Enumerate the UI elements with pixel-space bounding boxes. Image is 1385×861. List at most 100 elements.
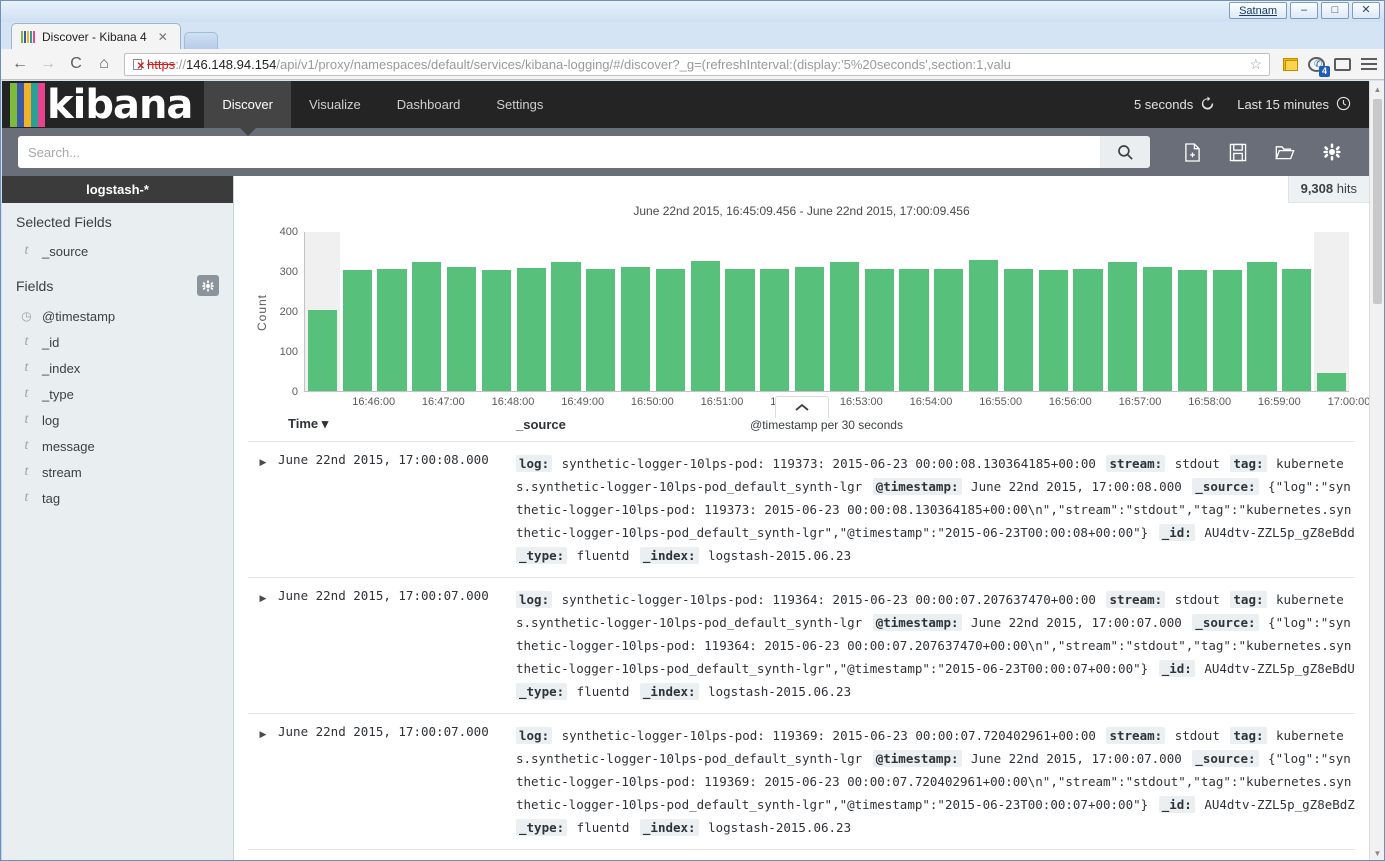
search-submit-button[interactable] [1100,136,1150,168]
chart-bar-slot[interactable] [757,232,792,391]
chart-bar-slot[interactable] [444,232,479,391]
chart-bar-slot[interactable] [827,232,862,391]
chart-bar[interactable] [899,268,929,391]
browser-menu-icon[interactable] [1359,55,1378,74]
back-button[interactable]: ← [12,55,28,72]
chart-bar-slot[interactable] [1105,232,1140,391]
scrollbar-down-arrow-icon[interactable]: ▼ [1373,848,1382,858]
chart-bar-slot[interactable] [305,232,340,391]
chart-bar[interactable] [1108,261,1138,391]
chart-bar[interactable] [690,261,720,391]
tab-close-icon[interactable]: ✕ [157,29,168,44]
collapse-chart-button[interactable] [774,396,829,418]
chart-bar-slot[interactable] [1314,232,1349,391]
tab-dashboard[interactable]: Dashboard [396,97,461,112]
chart-bar-slot[interactable] [479,232,514,391]
search-input[interactable] [18,136,1100,168]
chart-bar[interactable] [1247,261,1277,391]
chart-bar-slot[interactable] [1071,232,1106,391]
chart-bar[interactable] [377,268,407,391]
forward-button[interactable]: → [40,55,56,72]
table-row[interactable]: ▶ June 22nd 2015, 17:00:08.000 log: synthe… [248,441,1355,578]
chevron-right-icon[interactable]: ▶ [259,593,267,603]
chart-bar[interactable] [307,309,337,391]
sidebar-field-source[interactable]: t _source [2,238,233,264]
chart-bar[interactable] [1282,268,1312,391]
chart-bar[interactable] [342,269,372,391]
chart-bar-slot[interactable] [897,232,932,391]
chart-bar[interactable] [586,268,616,391]
chart-bar[interactable] [968,260,999,391]
chevron-right-icon[interactable]: ▶ [259,457,267,467]
chart-bar[interactable] [1003,268,1033,391]
sidebar-field-log[interactable]: t log [2,407,233,433]
chart-bar[interactable] [620,267,651,391]
insecure-certificate-icon[interactable]: ✕ [130,57,145,72]
scrollbar-thumb[interactable] [1373,99,1382,304]
chart-bar-slot[interactable] [653,232,688,391]
sort-descending-icon[interactable]: ▾ [321,416,329,431]
chart-bar-slot[interactable] [1210,232,1245,391]
expand-row-cell[interactable]: ▶ [248,713,278,850]
chart-bar-slot[interactable] [1140,232,1175,391]
chart-bar-slot[interactable] [723,232,758,391]
chart-bar-slot[interactable] [618,232,653,391]
th-time[interactable]: Time ▾ [278,408,516,442]
user-profile-button[interactable]: Satnam [1229,2,1287,19]
kibana-logo[interactable]: kibana [2,81,204,128]
time-picker-control[interactable]: Last 15 minutes [1237,96,1351,114]
chart-bar[interactable] [760,268,790,391]
chart-bar[interactable] [1212,270,1242,391]
tab-discover[interactable]: Discover [204,81,291,136]
open-folder-icon[interactable] [1275,144,1295,161]
chart-bar-slot[interactable] [931,232,966,391]
expand-row-cell[interactable]: ▶ [248,577,278,714]
chart-bar-slot[interactable] [688,232,723,391]
chart-bar[interactable] [481,269,511,391]
sidebar-field-timestamp[interactable]: ◷ @timestamp [2,304,233,329]
table-row[interactable]: ▶ June 22nd 2015, 17:00:07.000 log: synthe… [248,713,1355,850]
chart-bar[interactable] [934,268,964,391]
chart-bar[interactable] [864,269,894,391]
sidebar-field-stream[interactable]: t stream [2,459,233,485]
chart-bar[interactable] [446,266,477,391]
chat-extension-icon[interactable]: ✆ 4 [1307,55,1330,77]
index-pattern-selector[interactable]: logstash-* [2,176,233,203]
chart-bar-slot[interactable] [1175,232,1210,391]
chart-bar-slot[interactable] [549,232,584,391]
scrollbar-up-arrow-icon[interactable]: ▲ [1373,84,1382,94]
maximize-button[interactable]: □ [1321,2,1349,19]
chart-bar[interactable] [829,261,859,391]
sidebar-field-type[interactable]: t _type [2,381,233,407]
address-bar[interactable]: ✕ https://146.148.94.154/api/v1/proxy/na… [124,52,1270,76]
chart-bar[interactable] [655,268,685,391]
fields-settings-gear-icon[interactable] [197,275,219,296]
expand-row-cell[interactable]: ▶ [248,441,278,578]
chart-bar-slot[interactable] [862,232,897,391]
chart-bar-slot[interactable] [340,232,375,391]
chart-bar-slot[interactable] [792,232,827,391]
sidebar-field-tag[interactable]: t tag [2,485,233,511]
minimize-button[interactable]: – [1290,2,1318,19]
chevron-right-icon[interactable]: ▶ [259,729,267,739]
tab-visualize[interactable]: Visualize [308,97,361,112]
chart-bar-slot[interactable] [514,232,549,391]
chart-bar[interactable] [1073,268,1103,391]
chart-bar[interactable] [794,267,825,391]
chart-bar-slot[interactable] [1001,232,1036,391]
browser-tab[interactable]: Discover - Kibana 4 ✕ [11,23,181,49]
close-button[interactable]: ✕ [1352,2,1380,19]
cast-extension-icon[interactable] [1333,55,1352,74]
chart-bar-slot[interactable] [1036,232,1071,391]
chart-bar[interactable] [1142,266,1173,391]
page-scrollbar[interactable]: ▲ ▼ [1369,81,1384,860]
chart-bar[interactable] [1038,269,1068,391]
bookmark-star-icon[interactable]: ☆ [1249,55,1262,72]
sidebar-field-id[interactable]: t _id [2,329,233,355]
table-row[interactable]: ▶ June 22nd 2015, 17:00:07.000 log: synthe… [248,577,1355,714]
chart-bar[interactable] [412,261,442,391]
th-source[interactable]: _source [516,408,1355,442]
notes-extension-icon[interactable] [1281,55,1300,74]
chart-bar[interactable] [516,268,546,391]
tab-settings[interactable]: Settings [496,97,544,112]
